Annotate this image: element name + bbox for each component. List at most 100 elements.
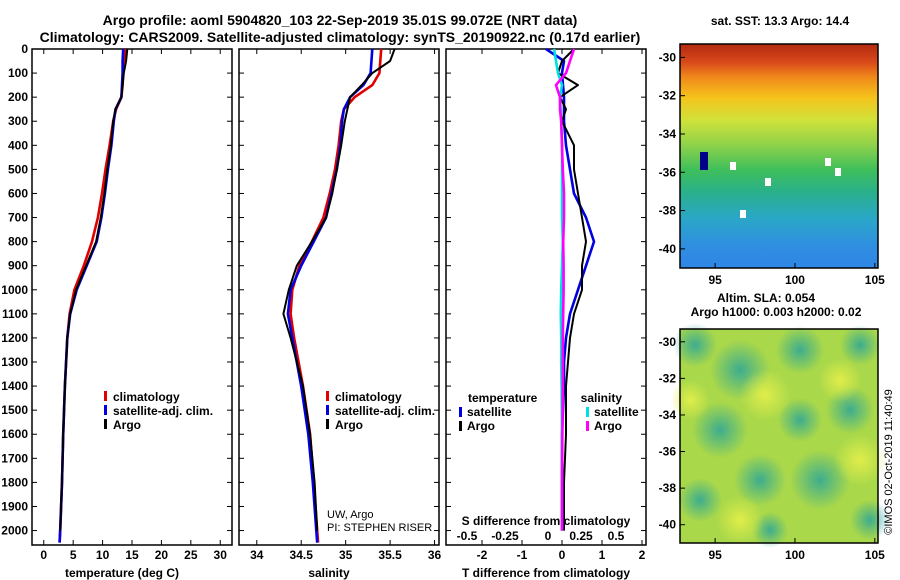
difference-legend: temperature salinitysatelliteArgosatellit… (457, 391, 639, 543)
x-tick-label: 1 (599, 548, 606, 562)
sla-map-subtitle: Argo h1000: 0.003 h2000: 0.02 (691, 305, 862, 319)
series-line-satellite-adj-clim- (286, 48, 374, 543)
legend-title: salinity (581, 391, 623, 405)
depth-tick-label: 900 (8, 259, 28, 273)
x-tick-label: 5 (70, 548, 77, 562)
panel-difference: -2 -1 0 1 2 T difference from climatology (445, 47, 647, 580)
depth-tick-label: 500 (8, 162, 28, 176)
x-tick-label: 20 (155, 548, 169, 562)
secondary-axis-label: S difference from climatology (462, 514, 631, 528)
x-tick-label: 35 (339, 548, 353, 562)
plot-frame (238, 48, 440, 546)
sla-anomaly (850, 500, 890, 540)
depth-tick-label: 1000 (1, 283, 28, 297)
legend-swatch (104, 419, 107, 429)
legend-label: climatology (113, 390, 180, 404)
map-lat-label: -40 (659, 242, 677, 256)
depth-tick-label: 700 (8, 211, 28, 225)
secondary-tick-label: -0.25 (491, 529, 519, 543)
sla-anomaly (834, 434, 886, 486)
secondary-tick-label: 0 (545, 529, 552, 543)
map-lon-label: 105 (865, 273, 885, 287)
x-tick-label: 34 (250, 548, 264, 562)
legend-swatch (459, 421, 462, 431)
legend-swatch (104, 405, 107, 415)
depth-tick-label: 2000 (1, 524, 28, 538)
map-lat-label: -32 (659, 89, 677, 103)
legend-label: Argo (335, 418, 363, 432)
depth-tick-label: 1300 (1, 355, 28, 369)
legend-swatch (326, 419, 329, 429)
chart-subtitle: Climatology: CARS2009. Satellite-adjuste… (39, 29, 641, 45)
map-lon-label: 100 (785, 548, 805, 562)
map-lat-label: -30 (659, 335, 677, 349)
map-lon-label: 95 (708, 273, 722, 287)
secondary-tick-label: -0.5 (457, 529, 478, 543)
panel-temperature: 0 5 10 15 20 25 30 temperature (deg C) (31, 48, 233, 580)
depth-tick-label: 1800 (1, 475, 28, 489)
plot-frame (445, 48, 647, 546)
legend-label: satellite (594, 405, 639, 419)
depth-tick-label: 1200 (1, 331, 28, 345)
sla-anomaly (840, 325, 880, 365)
map-lat-label: -34 (659, 408, 677, 422)
sla-anomaly (739, 369, 791, 421)
x-tick-label: 0 (40, 548, 47, 562)
sla-anomaly (678, 478, 722, 522)
depth-tick-label: 1600 (1, 427, 28, 441)
map-lat-label: -32 (659, 371, 677, 385)
x-axis-label: T difference from climatology (462, 566, 630, 580)
map-lat-label: -34 (659, 127, 677, 141)
series-line-t-satellite (545, 47, 596, 531)
map-lon-label: 105 (865, 548, 885, 562)
x-axis-label: temperature (deg C) (65, 566, 179, 580)
depth-tick-label: 1700 (1, 451, 28, 465)
sla-anomaly (776, 326, 824, 374)
x-tick-label: 34.5 (290, 548, 314, 562)
land-mask-patch (700, 152, 708, 170)
x-tick-label: 30 (214, 548, 228, 562)
series-line-argo (59, 48, 129, 531)
depth-tick-label: 200 (8, 90, 28, 104)
x-tick-label: 35.5 (378, 548, 402, 562)
secondary-tick-label: 0.5 (608, 529, 625, 543)
land-mask-patch (825, 158, 831, 166)
series-line-s-argo (554, 48, 576, 531)
chart-title: Argo profile: aoml 5904820_103 22-Sep-20… (102, 12, 578, 28)
x-tick-label: 10 (96, 548, 110, 562)
sla-map: -30 -32 -34 -36 -38 -40 95 100 105 (659, 323, 890, 562)
map-lat-label: -36 (659, 445, 677, 459)
legend-swatch (326, 405, 329, 415)
map-lat-label: -38 (659, 204, 677, 218)
panel-salinity: 34 34.5 35 35.5 36 salinity (238, 48, 442, 580)
sst-field (680, 44, 878, 268)
sla-anomaly (818, 358, 862, 402)
sla-map-title: Altim. SLA: 0.054 (717, 291, 815, 305)
legend-swatch (586, 421, 589, 431)
map-lat-label: -38 (659, 481, 677, 495)
land-mask-patch (835, 168, 841, 176)
sla-anomaly (670, 380, 710, 420)
legend-swatch (459, 407, 462, 417)
map-frame (679, 43, 879, 269)
map-lat-label: -40 (659, 518, 677, 532)
x-tick-label: -2 (477, 548, 488, 562)
series-line-climatology (58, 48, 127, 543)
sla-anomaly (734, 454, 786, 506)
depth-tick-label: 600 (8, 186, 28, 200)
legend-label: satellite-adj. clim. (335, 404, 435, 418)
map-lon-label: 100 (785, 273, 805, 287)
legend-swatch (104, 391, 107, 401)
x-tick-label: 36 (428, 548, 442, 562)
land-mask-patch (730, 162, 736, 170)
sst-map-title: sat. SST: 13.3 Argo: 14.4 (711, 14, 850, 28)
x-tick-label: -1 (517, 548, 528, 562)
x-tick-label: 2 (639, 548, 646, 562)
x-tick-label: 15 (125, 548, 139, 562)
depth-tick-label: 1100 (2, 307, 28, 321)
map-frame (679, 328, 879, 544)
depth-tick-label: 100 (8, 66, 28, 80)
map-lat-label: -30 (659, 50, 677, 64)
x-axis-label: salinity (308, 566, 350, 580)
